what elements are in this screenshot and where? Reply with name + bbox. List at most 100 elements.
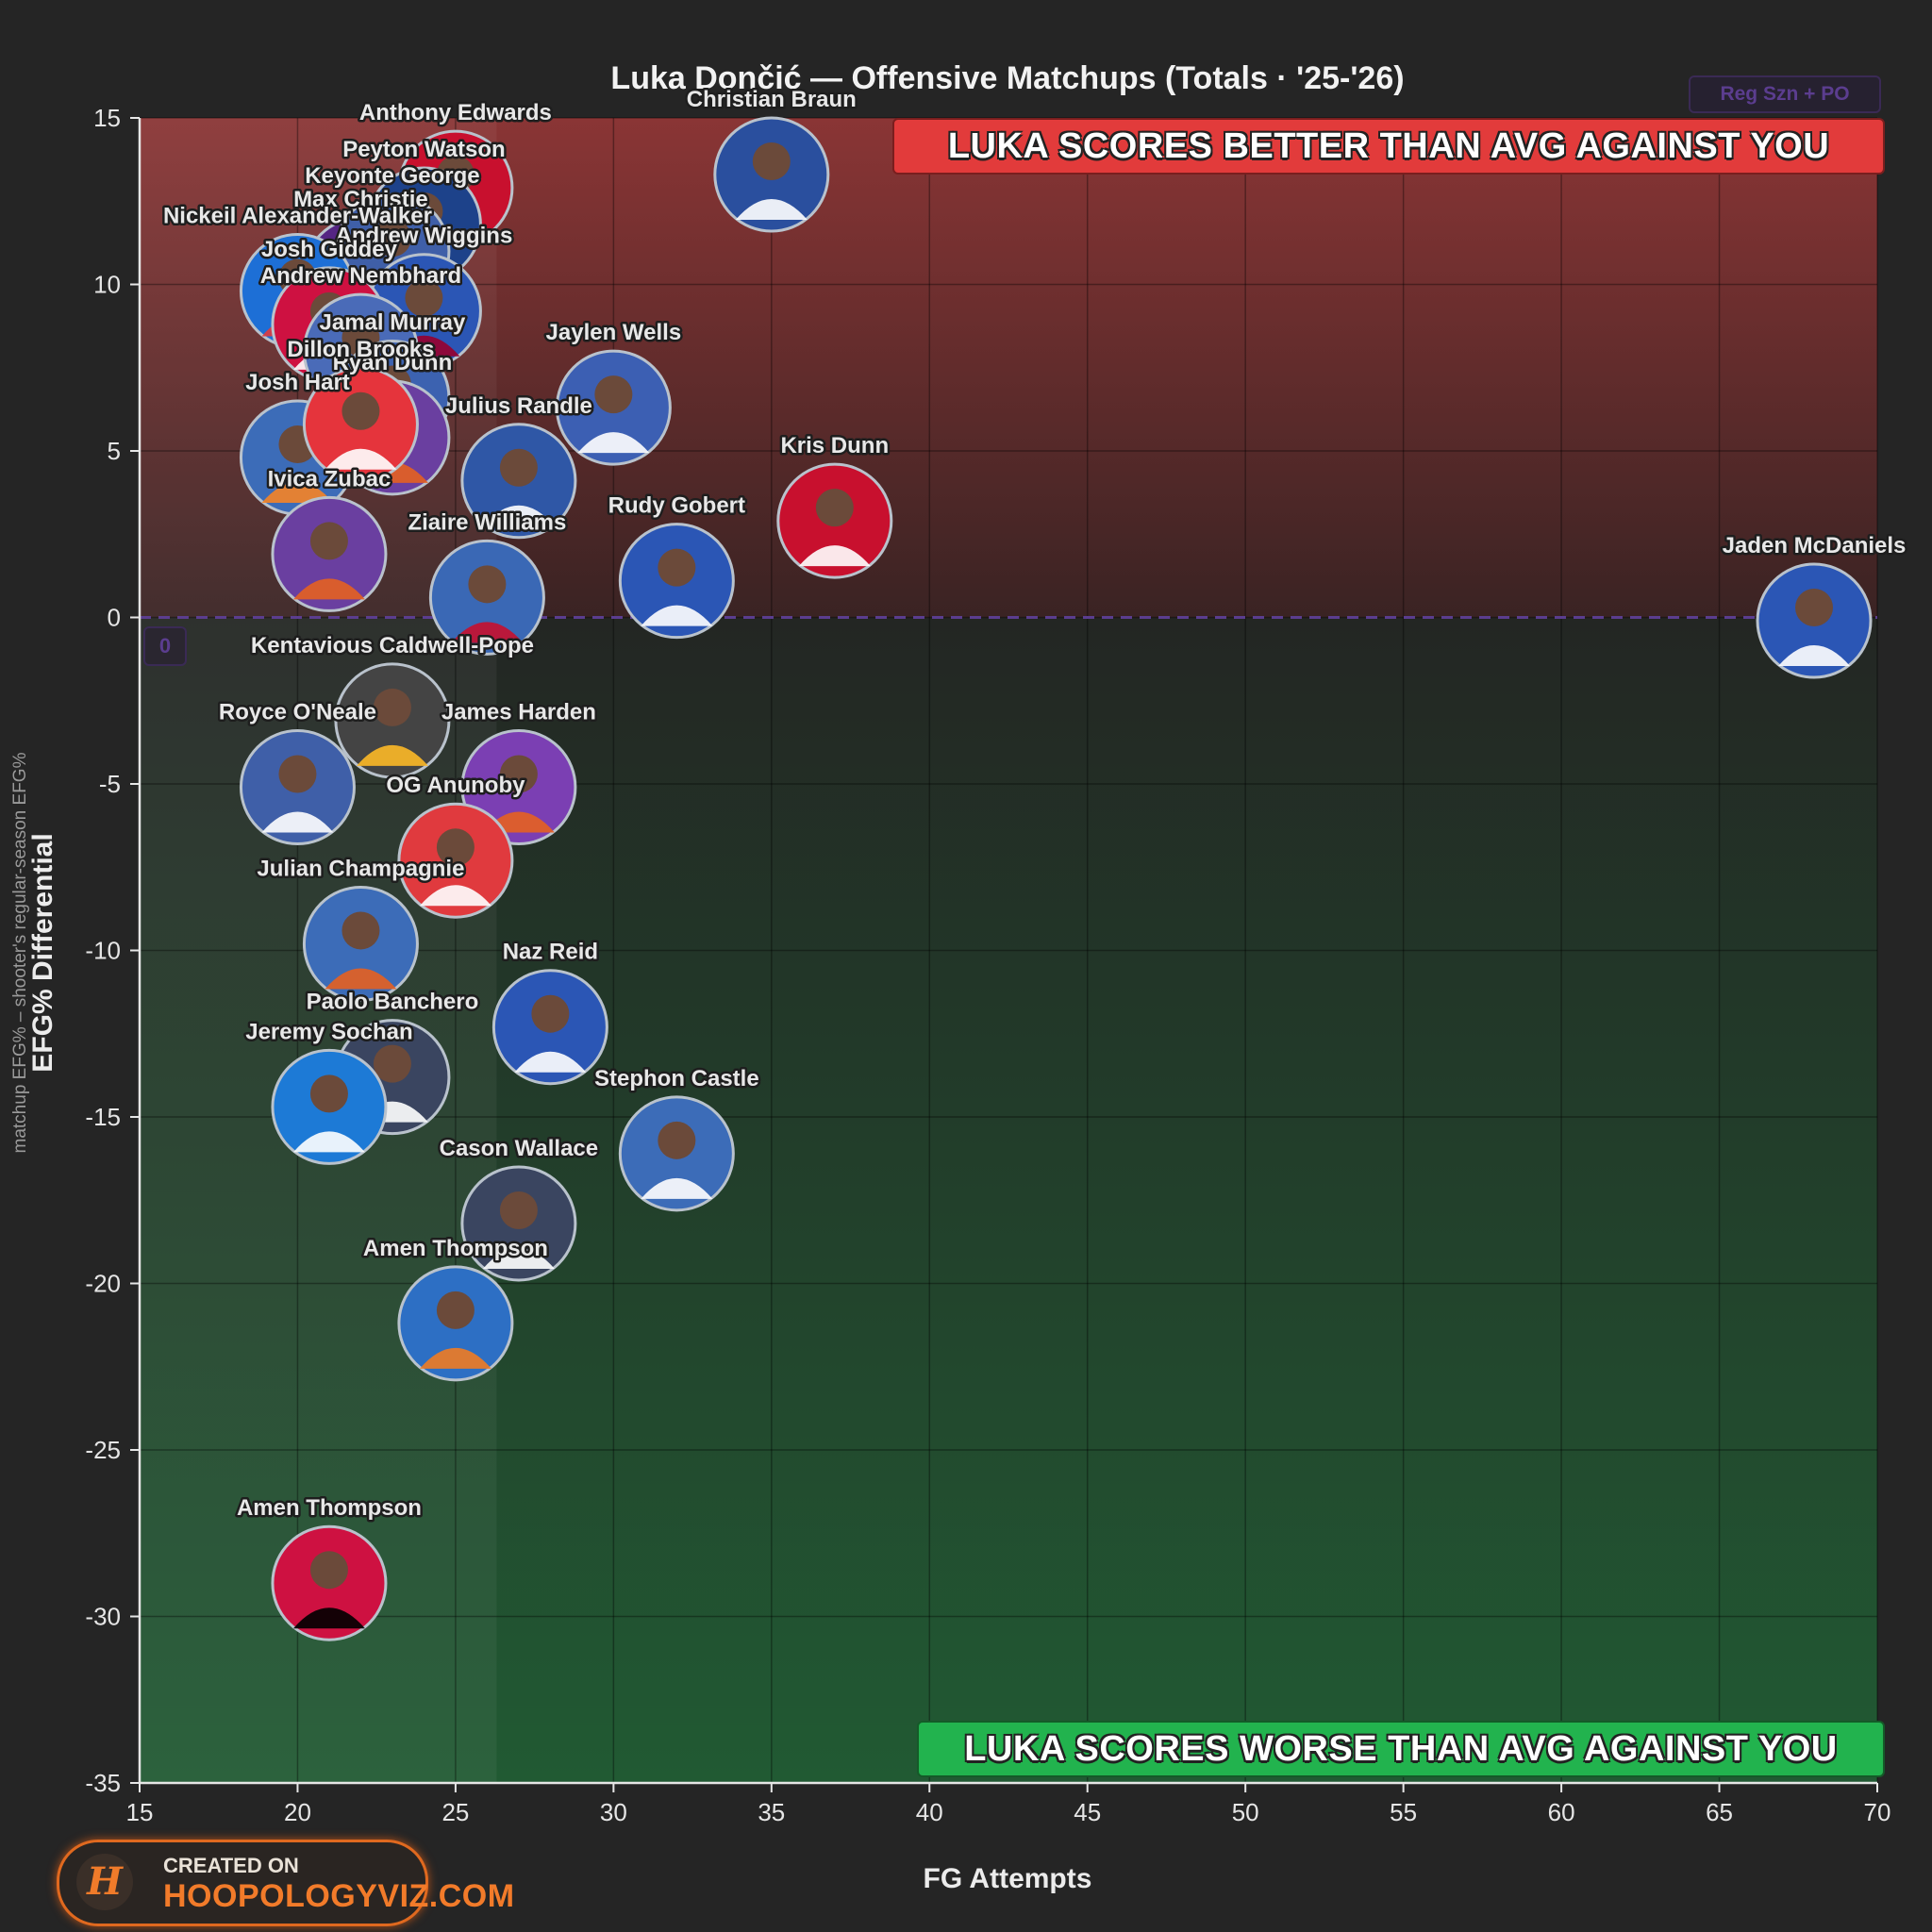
player-name-label: Ivica Zubac <box>268 466 391 491</box>
player-head-icon <box>1795 589 1834 627</box>
player-head-icon <box>373 688 411 726</box>
player-marker[interactable] <box>428 539 545 656</box>
player-marker[interactable] <box>271 1524 388 1641</box>
player-jersey-icon <box>577 432 650 454</box>
y-tick-label: 0 <box>108 604 121 632</box>
player-head-icon <box>531 994 570 1033</box>
player-jersey-icon <box>735 199 808 221</box>
y-tick-label: -35 <box>85 1769 121 1797</box>
x-tick-label: 50 <box>1232 1798 1259 1826</box>
player-marker[interactable] <box>460 423 577 540</box>
credit-line2: HOOPOLOGYVIZ.COM <box>163 1878 515 1914</box>
player-name-label: Andrew Wiggins <box>336 224 513 249</box>
player-name-label: Ziaire Williams <box>408 509 566 535</box>
player-name-label: Jaden McDaniels <box>1723 533 1907 558</box>
player-head-icon <box>468 565 507 604</box>
player-jersey-icon <box>641 605 713 626</box>
y-tick-label: -25 <box>85 1436 121 1464</box>
player-name-label: Christian Braun <box>687 87 857 112</box>
player-marker[interactable] <box>460 1165 577 1282</box>
player-name-label: Nickeil Alexander-Walker <box>163 204 432 229</box>
banner-better-than-avg: LUKA SCORES BETTER THAN AVG AGAINST YOU <box>892 118 1885 175</box>
x-tick-label: 70 <box>1864 1798 1891 1826</box>
player-name-label: Julian Champagnie <box>257 856 464 881</box>
player-name-label: Jaylen Wells <box>546 320 682 345</box>
x-tick-label: 35 <box>758 1798 785 1826</box>
player-name-label: Cason Wallace <box>440 1136 599 1161</box>
player-name-label: Josh Giddey <box>261 237 398 262</box>
y-tick-label: -10 <box>85 937 121 965</box>
player-jersey-icon <box>356 744 428 766</box>
player-jersey-icon <box>482 505 555 526</box>
player-name-label: Naz Reid <box>503 940 598 965</box>
player-name-label: Kris Dunn <box>780 433 889 458</box>
player-head-icon <box>436 828 475 867</box>
player-name-label: Amen Thompson <box>363 1236 548 1261</box>
player-head-icon <box>436 1291 475 1329</box>
player-name-label: Ryan Dunn <box>333 350 453 375</box>
player-marker[interactable] <box>271 1048 388 1165</box>
x-tick-label: 20 <box>284 1798 311 1826</box>
player-head-icon <box>309 1074 348 1113</box>
x-tick-label: 30 <box>600 1798 627 1826</box>
player-head-icon <box>658 548 696 587</box>
player-name-label: Dillon Brooks <box>287 337 434 362</box>
player-jersey-icon <box>798 545 871 567</box>
x-tick-label: 40 <box>916 1798 943 1826</box>
y-axis-sublabel: matchup EFG% – shooter's regular-season … <box>10 752 30 1154</box>
player-marker[interactable] <box>618 523 735 640</box>
player-name-label: Paolo Banchero <box>307 990 479 1015</box>
player-jersey-icon <box>641 1177 713 1199</box>
player-name-label: Peyton Watson <box>342 137 505 162</box>
credit-badge[interactable]: H CREATED ON HOOPOLOGYVIZ.COM <box>57 1840 514 1926</box>
player-marker[interactable] <box>776 462 893 579</box>
player-jersey-icon <box>261 482 334 504</box>
player-marker[interactable] <box>302 885 419 1002</box>
player-marker[interactable] <box>555 349 672 466</box>
player-markers <box>239 116 1873 1641</box>
player-jersey-icon <box>325 968 397 990</box>
data-points: Anthony Edwards Peyton Watson Max Christie… <box>160 85 1908 1641</box>
player-head-icon <box>752 142 791 181</box>
y-tick-label: -5 <box>99 770 121 798</box>
player-jersey-icon <box>292 1131 365 1153</box>
player-head-icon <box>499 448 538 487</box>
player-name-label: Stephon Castle <box>594 1066 759 1091</box>
y-tick-label: 10 <box>93 271 121 299</box>
player-marker[interactable] <box>271 495 388 612</box>
player-name-label: Josh Hart <box>245 370 350 395</box>
x-tick-label: 60 <box>1548 1798 1575 1826</box>
player-name-label: James Harden <box>441 700 596 725</box>
y-tick-label: 5 <box>108 437 121 465</box>
player-head-icon <box>815 489 854 527</box>
player-marker[interactable] <box>713 116 830 233</box>
player-marker[interactable] <box>302 366 419 483</box>
player-head-icon <box>341 391 380 430</box>
y-tick-label: -30 <box>85 1603 121 1631</box>
player-name-label: Julius Randle <box>445 393 592 419</box>
player-marker[interactable] <box>491 969 608 1086</box>
player-marker[interactable] <box>334 662 451 779</box>
player-marker[interactable] <box>239 729 356 846</box>
credit-line1: CREATED ON <box>163 1854 299 1877</box>
player-jersey-icon <box>482 1247 555 1269</box>
x-tick-label: 25 <box>441 1798 469 1826</box>
season-filter-badge[interactable]: Reg Szn + PO <box>1689 75 1881 113</box>
player-marker[interactable] <box>618 1095 735 1212</box>
player-marker[interactable] <box>1756 562 1873 679</box>
player-name-label: Royce O'Neale <box>219 700 376 725</box>
x-axis-label: FG Attempts <box>923 1863 1092 1894</box>
chart-title: Luka Dončić — Offensive Matchups (Totals… <box>610 60 1405 96</box>
player-jersey-icon <box>261 811 334 833</box>
player-jersey-icon <box>292 578 365 600</box>
player-jersey-icon <box>514 1051 587 1073</box>
player-name-label: Anthony Edwards <box>359 100 552 125</box>
player-jersey-icon <box>1778 645 1851 667</box>
player-head-icon <box>309 1551 348 1590</box>
player-labels: Anthony Edwards Peyton Watson Max Christie… <box>160 85 1907 1524</box>
player-marker[interactable] <box>397 802 514 919</box>
player-marker[interactable] <box>397 1265 514 1382</box>
player-head-icon <box>278 755 317 793</box>
player-head-icon <box>341 911 380 950</box>
